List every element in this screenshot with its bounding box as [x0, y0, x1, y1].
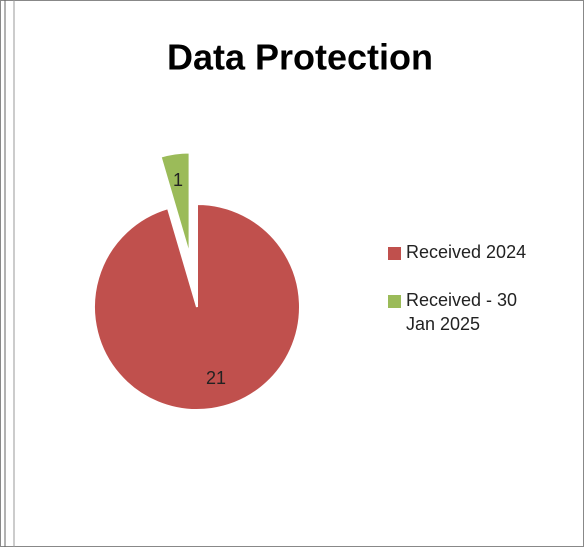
legend-label: Received - 30 Jan 2025: [406, 290, 518, 334]
pie-slice: [93, 202, 301, 411]
chart-title: Data Protection: [167, 37, 433, 78]
legend-swatch: [388, 295, 401, 308]
pie: 21 1: [93, 151, 301, 411]
legend-swatch: [388, 247, 401, 260]
pie-slice: [159, 151, 191, 256]
legend-label: Received 2024: [406, 242, 527, 262]
data-label: 1: [173, 170, 183, 190]
data-label: 21: [206, 368, 226, 388]
